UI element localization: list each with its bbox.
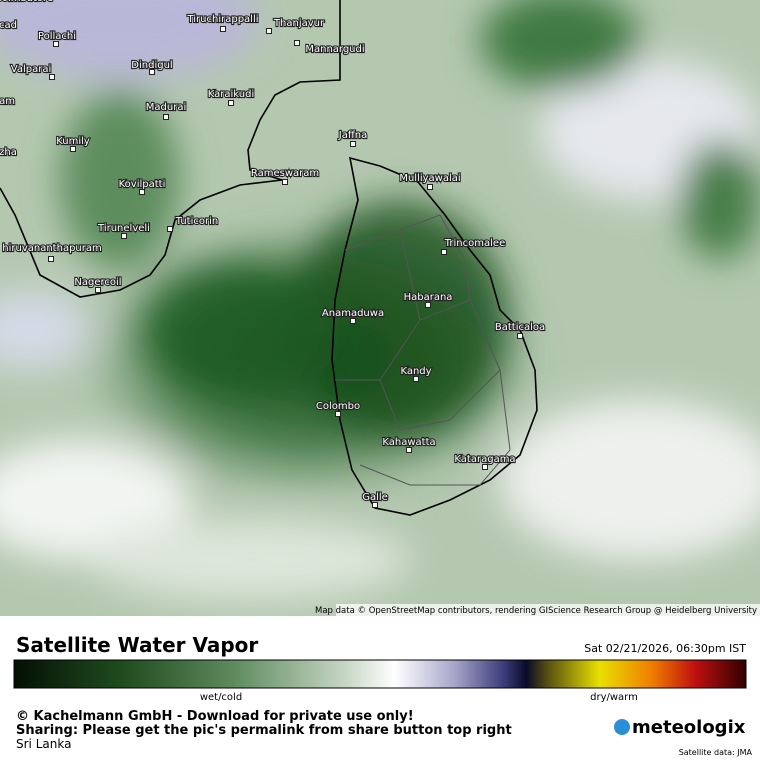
place-dot bbox=[149, 69, 155, 75]
place-label: Colombo bbox=[316, 401, 360, 412]
place-dot bbox=[350, 318, 356, 324]
logo: meteologix bbox=[632, 717, 746, 738]
place-label: Anamaduwa bbox=[322, 308, 384, 319]
place-dot bbox=[121, 233, 127, 239]
place-dot bbox=[350, 141, 356, 147]
place-dot bbox=[167, 226, 173, 232]
place-dot bbox=[49, 74, 55, 80]
place-label: am bbox=[0, 96, 15, 107]
place-label: Trincomalee bbox=[444, 238, 505, 249]
place-label: Thanjavur bbox=[273, 18, 325, 29]
place-label: Kandy bbox=[400, 366, 431, 377]
attribution: Map data © OpenStreetMap contributors, r… bbox=[315, 606, 757, 616]
legend-right: dry/warm bbox=[590, 692, 638, 703]
place-label: Karaikudi bbox=[208, 89, 254, 100]
place-dot bbox=[70, 146, 76, 152]
place-label: Kahawatta bbox=[382, 437, 435, 448]
color-scale bbox=[13, 659, 747, 689]
place-label: Habarana bbox=[404, 292, 453, 303]
place-dot bbox=[228, 100, 234, 106]
place-label: Galle bbox=[362, 492, 388, 503]
place-label: Coimbatore bbox=[0, 0, 53, 4]
place-dot bbox=[413, 376, 419, 382]
places: Coimbatore cad Pollachi Valparai Dindigul Tir… bbox=[0, 0, 546, 508]
place-dot bbox=[163, 114, 169, 120]
place-dot bbox=[482, 464, 488, 470]
district-border bbox=[335, 214, 511, 486]
map: Coimbatore cad Pollachi Valparai Dindigul Tir… bbox=[0, 0, 760, 616]
place-label: Mulliyawalai bbox=[399, 173, 460, 184]
place-label: Pollachi bbox=[38, 31, 76, 42]
place-dot bbox=[294, 40, 300, 46]
place-dot bbox=[220, 26, 226, 32]
place-label: Kovilpatti bbox=[119, 179, 166, 190]
place-label: Tiruchirappalli bbox=[186, 14, 258, 25]
place-label: Valparai bbox=[11, 64, 51, 75]
place-dot bbox=[425, 302, 431, 308]
coastline bbox=[331, 156, 538, 516]
place-dot bbox=[427, 184, 433, 190]
place-label: hiruvananthapuram bbox=[2, 243, 101, 254]
attribution-bg bbox=[336, 604, 760, 616]
timestamp: Sat 02/21/2026, 06:30pm IST bbox=[584, 642, 746, 655]
place-label: Dindigul bbox=[131, 60, 172, 71]
place-dot bbox=[53, 41, 59, 47]
place-dot bbox=[95, 287, 101, 293]
place-label: Rameswaram bbox=[251, 168, 319, 179]
logo-icon bbox=[614, 719, 630, 735]
copyright: © Kachelmann GmbH - Download for private… bbox=[16, 709, 414, 724]
place-label: Kumily bbox=[56, 136, 90, 147]
place-label: Tirunelveli bbox=[97, 223, 150, 234]
place-dot bbox=[282, 179, 288, 185]
source: Satellite data: JMA bbox=[679, 748, 753, 757]
place-label: Madurai bbox=[146, 102, 186, 113]
place-dot bbox=[406, 447, 412, 453]
title: Satellite Water Vapor bbox=[16, 633, 258, 657]
place-label: Tuticorin bbox=[175, 216, 218, 227]
place-label: Nagercoil bbox=[74, 277, 121, 288]
place-label: Kataragama bbox=[454, 454, 515, 465]
place-dot bbox=[139, 189, 145, 195]
legend-left: wet/cold bbox=[200, 692, 242, 703]
place-label: Jaffna bbox=[338, 130, 367, 141]
place-label: Batticaloa bbox=[495, 322, 545, 333]
sharing: Sharing: Please get the pic's permalink … bbox=[16, 723, 512, 738]
place-dot bbox=[372, 502, 378, 508]
place-label: cad bbox=[0, 20, 17, 31]
place-dot bbox=[48, 256, 54, 262]
place-dot bbox=[266, 28, 272, 34]
coastline bbox=[0, 0, 341, 298]
place-label: Mannargudi bbox=[305, 44, 364, 55]
place-dot bbox=[517, 333, 523, 339]
place-label: zha bbox=[0, 147, 17, 158]
place-dot bbox=[441, 249, 447, 255]
region: Sri Lanka bbox=[16, 737, 71, 751]
place-dot bbox=[335, 411, 341, 417]
